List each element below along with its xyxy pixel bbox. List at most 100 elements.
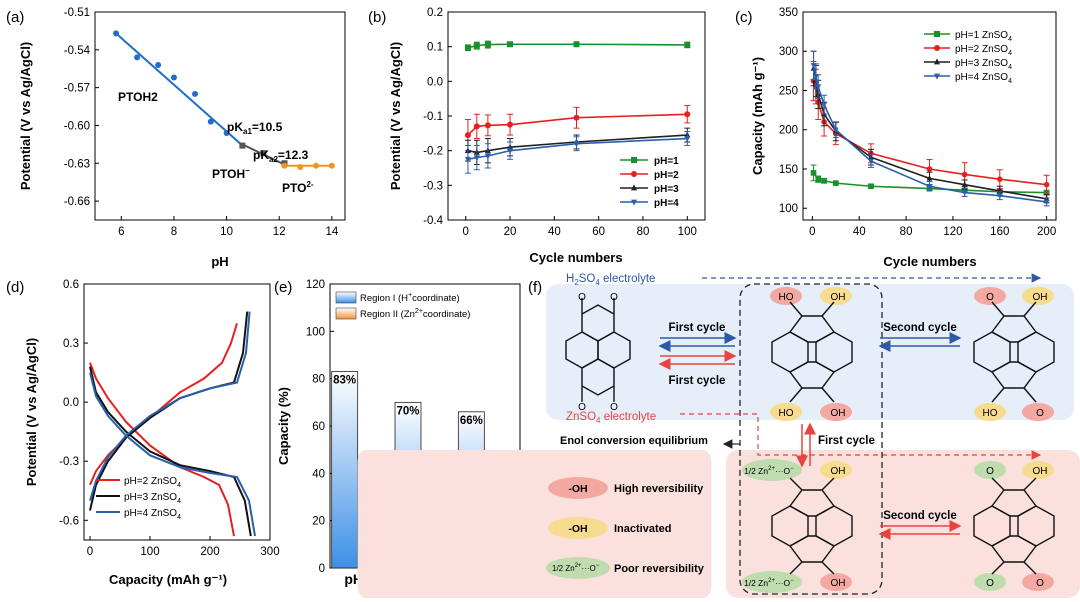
center-bottom-zn3-highlight: [742, 571, 802, 593]
first-cycle-vertical-label: First cycle: [818, 435, 875, 447]
h2so4-electrolyte-label: H2SO4 electrolyte: [566, 273, 655, 287]
ptoh2-annotation: PTOH2: [118, 90, 158, 104]
x-tick-label: 200: [200, 546, 219, 558]
panel-e-ylabel: Capacity (%): [276, 387, 291, 465]
bar-value-label: 66%: [460, 415, 483, 427]
discharge-curve: [89, 372, 256, 537]
panel-b-xlabel: Cycle numbers: [529, 250, 622, 265]
charge-curve: [89, 323, 238, 486]
panel-a-frame: [94, 11, 346, 221]
data-point: [297, 164, 304, 171]
bar-region-i: [331, 371, 359, 569]
x-tick-label: 20: [504, 226, 517, 238]
panel-f-label: (f): [528, 279, 542, 296]
legend-poor-swatch: [546, 557, 610, 579]
data-point: [821, 177, 827, 184]
x-tick-label: 0: [809, 226, 815, 238]
right-top-o-1: O: [986, 292, 994, 303]
panel-c-xlabel: Cycle numbers: [883, 254, 976, 269]
x-tick-label: 10: [220, 226, 233, 238]
bar-value-label: 70%: [396, 405, 419, 417]
pto-o-4: O: [610, 402, 618, 413]
panel-b-ylabel: Potential (V vs Ag/AgCl): [388, 42, 403, 190]
right-bottom-o3-highlight: [974, 573, 1006, 591]
legend-label: pH=1: [654, 156, 679, 167]
right-top-oh2-highlight: [1022, 287, 1054, 305]
molecule-pto: [565, 298, 631, 402]
y-tick-label: 250: [779, 85, 798, 97]
charge-curve: [89, 311, 251, 501]
x-tick-label: 40: [548, 226, 561, 238]
data-point: [484, 41, 491, 48]
data-point: [207, 118, 214, 125]
y-tick-label: 0.0: [63, 397, 79, 409]
data-point: [573, 141, 580, 148]
y-tick-label: 120: [306, 279, 325, 291]
legend-label: pH=4 ZnSO4: [955, 72, 1012, 85]
center-top-oh-2: OH: [831, 292, 846, 303]
x-tick-label: 12: [273, 226, 286, 238]
y-tick-label: -0.60: [64, 120, 90, 132]
center-bottom-oh4-highlight: [820, 573, 852, 591]
data-point: [484, 122, 491, 129]
data-point: [1043, 199, 1050, 206]
panel-d-xlabel: Capacity (mAh g⁻¹): [109, 572, 227, 587]
legend-swatch: [335, 291, 357, 304]
panel-b-label: (b): [368, 9, 386, 26]
bottom-band-znso4-right: [726, 450, 1080, 598]
right-bottom-o-4: O: [1036, 578, 1044, 589]
data-point: [113, 30, 120, 37]
x-tick-label: 8: [171, 226, 177, 238]
data-point: [192, 90, 198, 97]
x-tick-label: 300: [260, 546, 279, 558]
first-cycle-top-label: First cycle: [669, 322, 726, 334]
y-tick-label: 60: [312, 421, 325, 433]
center-bottom-oh-4: OH: [831, 578, 846, 589]
y-tick-label: -0.57: [64, 83, 90, 95]
first-cycle-mid-label: First cycle: [669, 375, 726, 387]
x-tick-label: 80: [900, 226, 913, 238]
right-bottom-oh-2: OH: [1033, 466, 1048, 477]
data-point: [684, 41, 691, 48]
molecule-ptoh4-center: [771, 301, 853, 403]
legend-inact-swatch: [548, 517, 608, 539]
bottom-band-znso4: [357, 450, 712, 598]
data-point: [1043, 181, 1050, 188]
panel-b: (b) 0 20 40 60 80 100 0.2 0.1 0.0 -0.1 -0.2 -0.3 -0.…: [368, 7, 706, 265]
data-point: [868, 183, 874, 190]
data-point: [170, 74, 177, 81]
legend-marker: [934, 58, 940, 65]
data-point: [281, 162, 288, 169]
molecule-right-bottom: [973, 477, 1055, 575]
center-top-oh-4: OH: [831, 408, 846, 419]
legend-label: pH=3: [654, 184, 679, 195]
panel-a-ylabel: Potential (V vs Ag/AgCl): [18, 42, 33, 190]
y-tick-label: -0.2: [423, 146, 443, 158]
data-point: [832, 180, 839, 186]
right-top-oh-2: OH: [1033, 292, 1048, 303]
data-point: [260, 150, 267, 157]
legend-marker: [934, 31, 940, 37]
data-point: [507, 41, 514, 48]
data-point: [313, 162, 320, 169]
pto-annotation: PTO2-: [282, 180, 314, 195]
y-tick-label: 200: [779, 125, 798, 137]
legend-inact-swatch-text: -OH: [568, 523, 587, 535]
data-point: [810, 170, 817, 176]
y-tick-label: -0.51: [64, 7, 90, 19]
discharge-curve: [89, 366, 252, 537]
znso4-electrolyte-label: ZnSO4 electrolyte: [566, 411, 656, 425]
legend-label: pH=2 ZnSO4: [124, 476, 181, 489]
data-point: [868, 158, 874, 165]
fit-line-0: [115, 32, 241, 144]
data-point: [815, 176, 822, 182]
x-tick-label: 0: [463, 226, 469, 238]
pka1-annotation: pKa1=10.5: [227, 120, 283, 136]
pto-o-2: O: [610, 292, 618, 303]
data-point: [961, 190, 968, 196]
legend-high-swatch: [548, 477, 608, 499]
y-tick-label: -0.6: [59, 515, 79, 527]
data-point: [328, 162, 335, 169]
data-point: [813, 74, 819, 80]
legend-inact-label: Inactivated: [614, 523, 671, 535]
